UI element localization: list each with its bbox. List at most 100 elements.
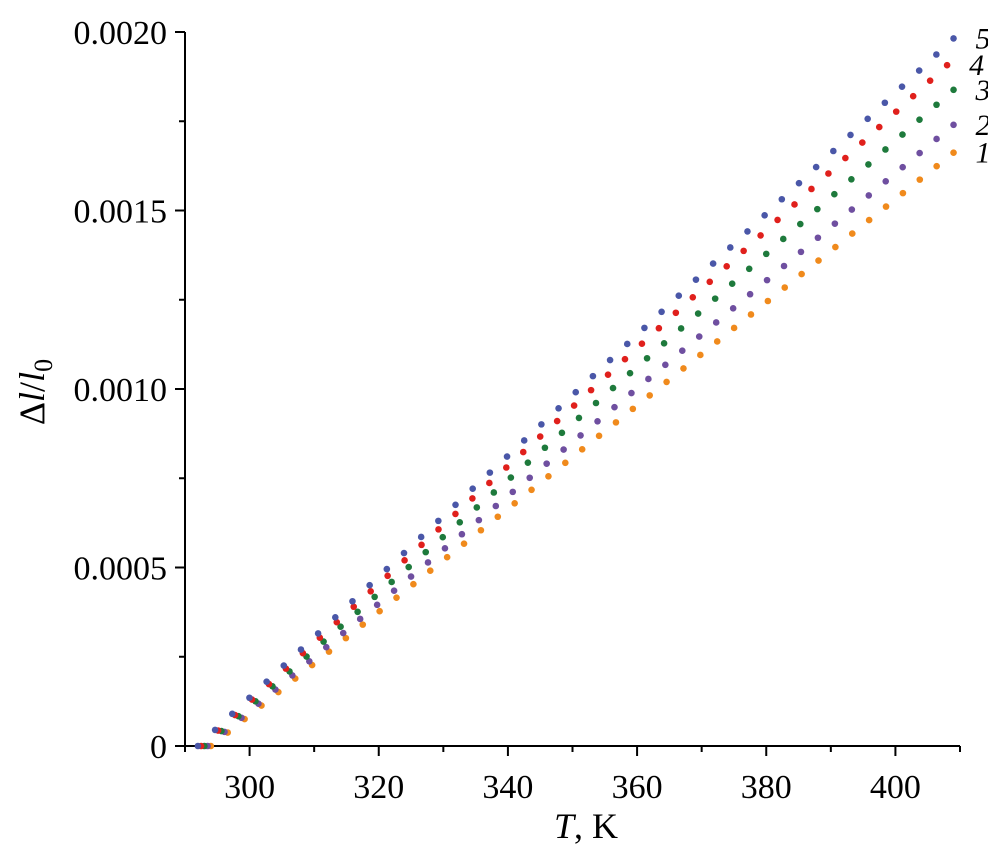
data-point bbox=[916, 116, 923, 123]
data-point bbox=[729, 305, 737, 312]
data-point bbox=[558, 429, 566, 437]
ticks: 300 320 340 360 380 400 0 0.0005 0.0010 0.0015 0.0… bbox=[74, 15, 961, 806]
data-point bbox=[864, 115, 871, 123]
data-point bbox=[486, 479, 493, 487]
series-label-5: 5 bbox=[976, 22, 988, 55]
data-point bbox=[314, 630, 322, 637]
data-point bbox=[709, 260, 717, 267]
data-point bbox=[456, 519, 464, 526]
data-point bbox=[899, 189, 907, 197]
data-point bbox=[541, 444, 549, 452]
data-point bbox=[578, 446, 586, 453]
y-axis-title: Δl/l0 bbox=[12, 359, 58, 425]
data-point bbox=[572, 388, 580, 396]
data-point bbox=[469, 485, 476, 493]
series-4-points bbox=[197, 61, 951, 750]
data-point bbox=[757, 232, 764, 239]
data-point bbox=[560, 446, 567, 453]
data-point bbox=[848, 176, 855, 183]
data-point bbox=[337, 623, 344, 630]
data-point bbox=[814, 234, 822, 242]
data-point bbox=[511, 499, 518, 507]
data-point bbox=[490, 489, 498, 496]
data-point bbox=[909, 92, 917, 100]
data-point bbox=[629, 405, 637, 413]
data-point bbox=[342, 634, 350, 642]
data-point bbox=[680, 365, 687, 372]
data-point bbox=[694, 310, 702, 317]
data-point bbox=[545, 473, 552, 480]
data-point bbox=[570, 402, 578, 409]
data-point bbox=[638, 340, 646, 348]
data-point bbox=[723, 263, 730, 270]
data-point bbox=[424, 559, 432, 566]
data-point bbox=[859, 139, 866, 146]
data-point bbox=[452, 501, 459, 509]
y-tick-label: 0.0005 bbox=[74, 551, 168, 588]
data-point bbox=[865, 161, 872, 168]
data-point bbox=[390, 587, 398, 595]
data-point bbox=[950, 35, 957, 42]
data-point bbox=[297, 646, 305, 653]
data-point bbox=[675, 292, 683, 300]
data-point bbox=[339, 629, 347, 637]
data-point bbox=[882, 146, 889, 153]
data-point bbox=[797, 248, 805, 256]
data-point bbox=[520, 437, 528, 444]
data-point bbox=[761, 212, 768, 219]
data-point bbox=[730, 324, 738, 332]
x-tick-label: 340 bbox=[482, 769, 533, 806]
data-point bbox=[641, 324, 648, 332]
data-point bbox=[943, 61, 951, 69]
data-point bbox=[356, 615, 364, 623]
data-point bbox=[503, 464, 510, 471]
y-tick-label: 0.0010 bbox=[74, 372, 168, 409]
x-tick-label: 300 bbox=[224, 769, 275, 806]
data-point bbox=[388, 578, 395, 586]
data-point bbox=[612, 419, 620, 426]
x-tick-label: 320 bbox=[353, 769, 404, 806]
data-point bbox=[553, 417, 561, 425]
data-point bbox=[875, 123, 883, 131]
data-point bbox=[779, 235, 787, 243]
data-point bbox=[881, 99, 889, 107]
data-point bbox=[555, 404, 562, 412]
data-point bbox=[417, 533, 425, 541]
data-point bbox=[706, 278, 714, 286]
data-point bbox=[745, 265, 753, 273]
data-point bbox=[592, 399, 600, 407]
data-point bbox=[814, 205, 821, 213]
data-point bbox=[815, 257, 822, 264]
data-point bbox=[543, 460, 550, 467]
data-point bbox=[672, 309, 680, 317]
data-point bbox=[899, 131, 906, 138]
data-point bbox=[865, 216, 873, 224]
data-point bbox=[778, 195, 786, 203]
data-point bbox=[764, 297, 772, 305]
data-point bbox=[791, 201, 798, 208]
data-point bbox=[349, 597, 356, 605]
data-point bbox=[950, 86, 957, 94]
data-point bbox=[435, 526, 442, 533]
data-point bbox=[898, 83, 906, 90]
data-point bbox=[350, 603, 358, 611]
data-point bbox=[595, 432, 603, 440]
data-point bbox=[899, 163, 906, 171]
data-point bbox=[407, 573, 415, 580]
data-point bbox=[692, 276, 700, 283]
data-point bbox=[842, 154, 849, 162]
data-point bbox=[528, 486, 535, 494]
data-point bbox=[526, 474, 534, 482]
data-point bbox=[322, 643, 330, 651]
data-point bbox=[780, 262, 788, 270]
data-point bbox=[623, 340, 631, 348]
data-point bbox=[892, 108, 900, 115]
series-label-1: 1 bbox=[976, 137, 988, 170]
data-point bbox=[926, 77, 934, 84]
data-point bbox=[797, 220, 804, 228]
data-point bbox=[645, 375, 652, 383]
data-point bbox=[410, 580, 417, 588]
data-point bbox=[825, 170, 832, 177]
data-point bbox=[882, 203, 890, 210]
